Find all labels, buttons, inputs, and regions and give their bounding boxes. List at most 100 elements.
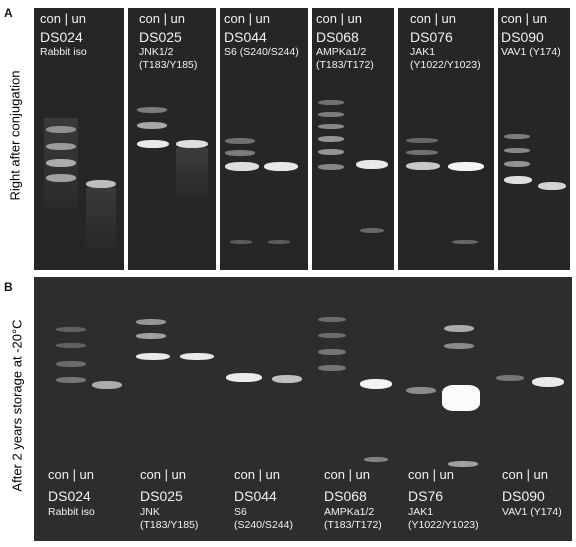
panel-a-letter: A: [4, 6, 13, 20]
band: [56, 377, 86, 383]
band: [230, 240, 252, 244]
lane-header: con | un: [48, 467, 95, 482]
band: [442, 385, 480, 411]
target-line-1: JAK1: [410, 46, 436, 58]
lane-header: con | un: [410, 11, 457, 26]
band: [180, 353, 214, 360]
target-line-1: Rabbit iso: [40, 46, 87, 58]
lane-header: con | un: [139, 11, 186, 26]
construct-code: DS044: [234, 488, 277, 504]
band: [86, 180, 116, 188]
target-line-2: (Y1022/Y1023): [408, 519, 479, 531]
side-label-panel-b: After 2 years storage at -20°C: [9, 319, 25, 492]
band: [318, 124, 344, 129]
construct-code: DS024: [48, 488, 91, 504]
target-line-2: (T183/T172): [324, 519, 382, 531]
band: [46, 159, 76, 167]
target-line-1: S6 (S240/S244): [224, 46, 299, 58]
band: [318, 164, 344, 170]
target-line-1: JNK: [140, 506, 160, 518]
target-line-2: (T183/Y185): [139, 59, 198, 71]
lane-header: con | un: [224, 11, 271, 26]
band: [406, 150, 438, 155]
band: [136, 333, 166, 339]
band: [448, 461, 478, 467]
band: [538, 182, 566, 190]
band: [176, 140, 208, 148]
construct-code: DS025: [140, 488, 183, 504]
band: [56, 343, 86, 348]
target-line-2: (S240/S244): [234, 519, 293, 531]
band: [452, 240, 478, 244]
gel-panel-a-ds090: con | un DS090 VAV1 (Y174): [498, 8, 570, 270]
band: [56, 327, 86, 332]
band: [444, 325, 474, 332]
band: [496, 375, 524, 381]
lane-header: con | un: [501, 11, 548, 26]
band: [137, 122, 167, 129]
band: [318, 136, 344, 142]
panel-b-letter: B: [4, 280, 13, 294]
band: [318, 349, 346, 355]
gel-panel-a-ds044: con | un DS044 S6 (S240/S244): [220, 8, 308, 270]
gel-panel-a-ds076: con | un DS076 JAK1 (Y1022/Y1023): [398, 8, 494, 270]
construct-code: DS090: [502, 488, 545, 504]
lane-header: con | un: [40, 11, 87, 26]
band: [532, 377, 564, 387]
band: [92, 381, 122, 389]
lane-header: con | un: [502, 467, 549, 482]
band: [46, 126, 76, 133]
target-line-1: VAV1 (Y174): [502, 506, 562, 518]
band: [56, 361, 86, 367]
target-line-2: (Y1022/Y1023): [410, 59, 481, 71]
side-label-panel-a: Right after conjugation: [7, 70, 23, 201]
band: [318, 149, 344, 155]
band: [318, 100, 344, 105]
band: [225, 138, 255, 144]
lane-header: con | un: [234, 467, 281, 482]
band: [356, 160, 388, 169]
band: [318, 333, 346, 338]
band: [360, 228, 384, 233]
band: [318, 365, 346, 371]
target-line-2: (T183/T172): [316, 59, 374, 71]
band: [137, 140, 169, 148]
band: [504, 176, 532, 184]
band: [504, 134, 530, 139]
band: [406, 138, 438, 143]
band: [46, 143, 76, 150]
target-line-1: JNK1/2: [139, 46, 174, 58]
target-line-1: Rabbit iso: [48, 506, 95, 518]
band: [406, 387, 436, 394]
target-line-1: AMPKa1/2: [324, 506, 375, 518]
construct-code: DS068: [316, 29, 359, 45]
construct-code: DS024: [40, 29, 83, 45]
band: [448, 162, 484, 171]
construct-code: DS044: [224, 29, 267, 45]
band: [264, 162, 298, 171]
band: [46, 174, 76, 182]
band: [272, 375, 302, 383]
band: [268, 240, 290, 244]
lane-header: con | un: [324, 467, 371, 482]
construct-code: DS025: [139, 29, 182, 45]
lane-header: con | un: [316, 11, 363, 26]
target-line-1: AMPKa1/2: [316, 46, 367, 58]
band: [504, 161, 530, 167]
lane-header: con | un: [408, 467, 455, 482]
target-line-2: (T183/Y185): [140, 519, 199, 531]
band: [226, 373, 262, 382]
band: [444, 343, 474, 349]
band: [137, 107, 167, 113]
band: [225, 162, 259, 171]
gel-panel-a-ds068: con | un DS068 AMPKa1/2 (T183/T172): [312, 8, 394, 270]
construct-code: DS068: [324, 488, 367, 504]
gel-panel-a-ds025: con | un DS025 JNK1/2 (T183/Y185): [128, 8, 216, 270]
band: [318, 112, 344, 117]
band: [360, 379, 392, 389]
target-line-1: VAV1 (Y174): [501, 46, 561, 58]
construct-code: DS076: [410, 29, 453, 45]
band: [406, 162, 440, 170]
construct-code: DS090: [501, 29, 544, 45]
construct-code: DS76: [408, 488, 444, 504]
